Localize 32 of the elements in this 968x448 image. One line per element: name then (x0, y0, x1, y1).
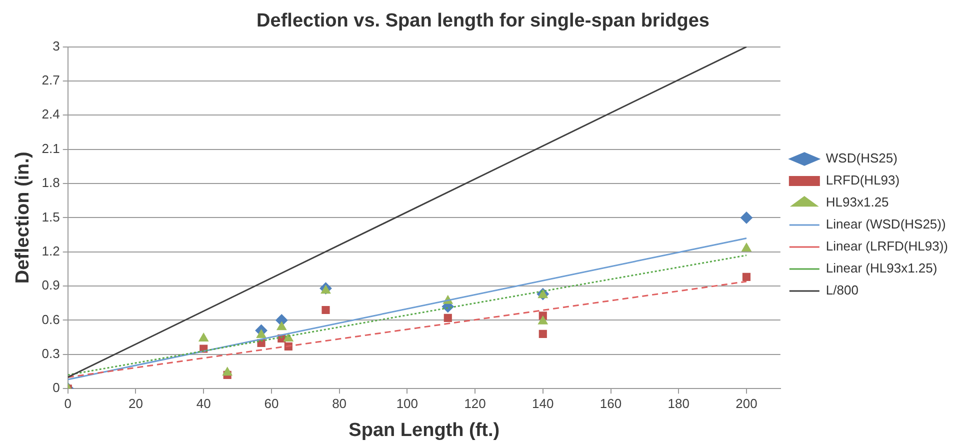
legend-label: Linear (LRFD(HL93)) (826, 238, 948, 254)
x-tick-label: 60 (264, 396, 279, 411)
x-tick-label: 200 (736, 396, 758, 411)
chart-title: Deflection vs. Span length for single-span bridges (256, 10, 710, 32)
x-tick-label: 160 (600, 396, 622, 411)
legend-label: Linear (WSD(HS25)) (826, 216, 946, 232)
x-tick-label: 140 (532, 396, 554, 411)
x-tick-label: 80 (332, 396, 347, 411)
legend-label: WSD(HS25) (826, 150, 898, 166)
x-tick-label: 100 (396, 396, 418, 411)
legend-label: L/800 (826, 282, 858, 298)
y-tick-label: 0.3 (42, 346, 60, 361)
legend-label: LRFD(HL93) (826, 172, 900, 188)
legend-label: HL93x1.25 (826, 194, 889, 210)
y-tick-label: 3 (52, 38, 60, 54)
y-tick-label: 0 (52, 380, 60, 396)
x-tick-label: 20 (128, 396, 143, 411)
x-tick-label: 180 (668, 396, 690, 411)
y-tick-label: 0.9 (42, 278, 60, 293)
x-tick-label: 120 (464, 396, 486, 411)
y-tick-label: 1.5 (42, 209, 60, 224)
y-tick-label: 1.2 (42, 243, 60, 258)
y-tick-label: 0.6 (42, 312, 60, 327)
legend-label: Linear (HL93x1.25) (826, 260, 938, 276)
x-axis-title: Span Length (ft.) (348, 420, 500, 441)
x-tick-label: 0 (64, 396, 72, 411)
y-tick-label: 2.7 (42, 72, 60, 88)
y-tick-label: 1.8 (42, 175, 60, 190)
x-tick-label: 40 (196, 396, 211, 411)
y-tick-label: 2.4 (42, 106, 60, 122)
y-tick-label: 2.1 (42, 140, 60, 156)
y-axis-title: Deflection (in.) (12, 152, 34, 284)
